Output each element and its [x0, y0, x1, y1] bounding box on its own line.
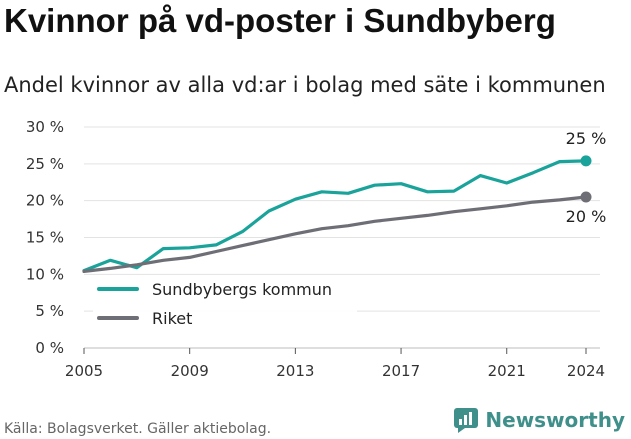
chart-subtitle: Andel kvinnor av alla vd:ar i bolag med … [4, 73, 606, 97]
series-line [82, 159, 588, 273]
y-tick-label: 25 % [26, 155, 64, 173]
y-tick-label: 30 % [26, 118, 64, 136]
series-end-point [580, 155, 592, 167]
x-tick-label: 2009 [171, 362, 209, 380]
x-tick-label: 2024 [567, 362, 605, 380]
legend: Sundbybergs kommun Riket [93, 276, 357, 333]
legend-label: Riket [152, 309, 192, 328]
y-tick-label: 10 % [26, 265, 64, 283]
newsworthy-logo-icon [454, 408, 479, 433]
y-tick-label: 20 % [26, 192, 64, 210]
gridlines [84, 126, 600, 349]
series-line [82, 195, 588, 273]
series-end-label: 25 % [566, 129, 607, 148]
x-tick-label: 2017 [382, 362, 420, 380]
x-tick-label: 2005 [65, 362, 103, 380]
x-axis: 2005 2009 2013 2017 2021 2024 [65, 348, 605, 380]
series-lines: 25 % 20 % [82, 129, 607, 273]
brand-name: Newsworthy [485, 408, 625, 432]
series-end-point [580, 191, 592, 203]
series-end-label: 20 % [566, 207, 607, 226]
y-axis: 0 % 5 % 10 % 15 % 20 % 25 % 30 % [26, 118, 64, 357]
x-tick-label: 2021 [488, 362, 526, 380]
y-tick-label: 15 % [26, 229, 64, 247]
x-tick-label: 2013 [276, 362, 314, 380]
brand-logo: Newsworthy [453, 406, 625, 434]
chart-title: Kvinnor på vd-poster i Sundbyberg [4, 2, 556, 39]
source-note: Källa: Bolagsverket. Gäller aktiebolag. [4, 421, 272, 437]
y-tick-label: 5 % [35, 302, 64, 320]
y-tick-label: 0 % [35, 339, 64, 357]
legend-label: Sundbybergs kommun [152, 280, 332, 299]
